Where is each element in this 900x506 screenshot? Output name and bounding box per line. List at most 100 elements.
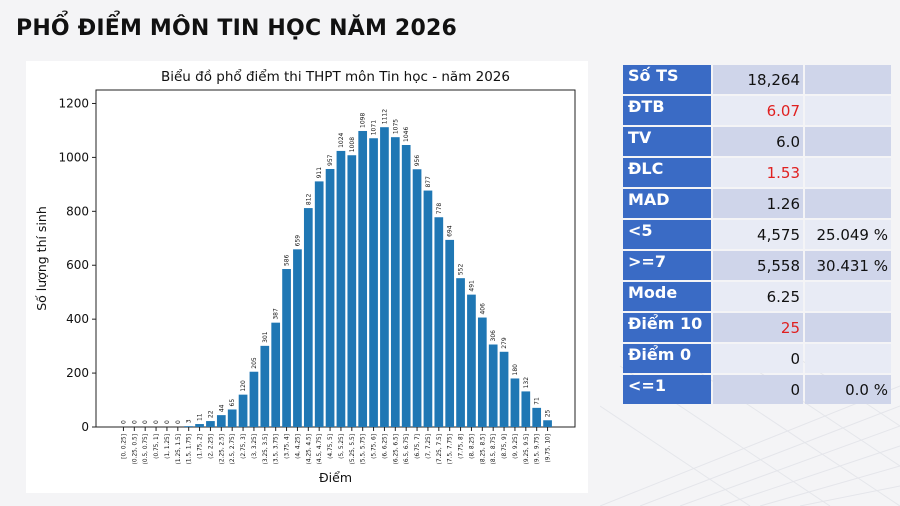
stats-table: Số TS 18,264 ĐTB 6.07 TV 6.0 ĐLC 1.53 MAD 1.26 <5 4… xyxy=(621,63,893,406)
stat-value: 4,575 xyxy=(713,220,803,249)
bar xyxy=(467,294,476,427)
stat-label: ĐTB xyxy=(623,96,711,125)
x-tick-label: (7.75, 8] xyxy=(459,434,465,459)
bar-value-label: 25 xyxy=(545,409,552,417)
x-tick-label: (2.5, 2.75] xyxy=(230,434,236,464)
bar-value-label: 44 xyxy=(218,404,225,412)
stat-percent: 30.431 % xyxy=(805,251,891,280)
stat-value: 1.53 xyxy=(713,158,803,187)
bar-value-label: 301 xyxy=(262,331,269,343)
y-axis-label: Số lượng thí sinh xyxy=(34,206,49,311)
bar xyxy=(238,394,248,427)
bar xyxy=(206,421,215,427)
bar xyxy=(532,407,542,427)
x-tick-label: (0.5, 0.75] xyxy=(143,434,149,464)
stat-value: 18,264 xyxy=(713,65,803,94)
bar-value-label: 3 xyxy=(186,419,193,423)
stat-percent xyxy=(805,127,891,156)
bar-value-label: 0 xyxy=(142,420,149,424)
bar xyxy=(216,415,226,427)
chart-title: Biểu đồ phổ điểm thi THPT môn Tin học - … xyxy=(161,68,510,85)
x-tick-label: (5.25, 5.5] xyxy=(350,434,356,464)
stats-row: ĐLC 1.53 xyxy=(623,158,891,187)
stats-row: MAD 1.26 xyxy=(623,189,891,218)
x-tick-label: (3.75, 4] xyxy=(285,434,291,459)
bar-value-label: 911 xyxy=(316,167,323,179)
background-pattern xyxy=(600,346,900,506)
bar xyxy=(434,217,444,427)
stat-percent xyxy=(805,65,891,94)
bar-value-label: 306 xyxy=(490,330,497,342)
bar xyxy=(456,278,465,427)
bar-value-label: 1098 xyxy=(360,113,367,128)
y-tick-label: 1200 xyxy=(58,96,89,110)
bar xyxy=(488,344,498,427)
x-tick-label: (7.25, 7.5] xyxy=(437,434,443,464)
x-tick-label: (7, 7.25] xyxy=(426,434,432,459)
x-axis-label: Điểm xyxy=(319,470,352,485)
bar xyxy=(390,137,400,427)
bar xyxy=(412,169,422,427)
bar xyxy=(314,181,324,427)
stats-row: <=1 0 0.0 % xyxy=(623,375,891,404)
x-tick-label: (0.75, 1] xyxy=(154,434,160,459)
stat-percent xyxy=(805,313,891,342)
x-tick-label: (9.5, 9.75] xyxy=(535,434,541,464)
bar-value-label: 1112 xyxy=(381,109,388,124)
bar xyxy=(543,420,552,427)
bar xyxy=(184,426,194,427)
y-tick-label: 600 xyxy=(66,258,89,272)
stat-percent xyxy=(805,96,891,125)
stat-label: <=1 xyxy=(623,375,711,404)
stat-label: <5 xyxy=(623,220,711,249)
bar-value-label: 11 xyxy=(197,413,204,421)
page-title: PHỔ ĐIỂM MÔN TIN HỌC NĂM 2026 xyxy=(16,16,457,41)
x-tick-label: (4.75, 5] xyxy=(328,434,334,459)
x-tick-label: (8.25, 8.5] xyxy=(480,434,486,464)
bar-value-label: 0 xyxy=(175,420,182,424)
bar-value-label: 957 xyxy=(327,154,334,166)
bar xyxy=(271,322,281,427)
stat-label: Điểm 0 xyxy=(623,344,711,373)
bar xyxy=(445,239,455,427)
stat-label: ĐLC xyxy=(623,158,711,187)
stats-row: Điểm 10 25 xyxy=(623,313,891,342)
bar xyxy=(510,378,520,427)
x-tick-label: (5.75, 6] xyxy=(372,434,378,459)
bar-value-label: 778 xyxy=(436,203,443,215)
x-tick-label: (6.25, 6.5] xyxy=(393,434,399,464)
bar xyxy=(293,249,302,427)
stat-label: Mode xyxy=(623,282,711,311)
x-tick-label: [0, 0.25] xyxy=(121,434,127,459)
bar-value-label: 956 xyxy=(414,155,421,167)
bar-value-label: 552 xyxy=(458,264,465,276)
x-tick-label: (4, 4.25] xyxy=(295,434,301,459)
x-tick-label: (1.25, 1.5] xyxy=(176,434,182,464)
bar xyxy=(336,150,346,427)
x-tick-label: (2, 2.25] xyxy=(208,434,214,459)
x-tick-label: (2.25, 2.5] xyxy=(219,434,225,464)
stat-value: 0 xyxy=(713,344,803,373)
bar xyxy=(369,138,378,427)
stat-value: 6.0 xyxy=(713,127,803,156)
bar xyxy=(260,345,270,427)
stats-row: TV 6.0 xyxy=(623,127,891,156)
x-tick-label: (1.75, 2] xyxy=(198,434,204,459)
bar xyxy=(325,168,335,427)
stats-row: Số TS 18,264 xyxy=(623,65,891,94)
bar-value-label: 586 xyxy=(284,254,291,266)
x-tick-label: (3.5, 3.75] xyxy=(274,434,280,464)
bar xyxy=(195,424,204,427)
bar-value-label: 0 xyxy=(153,420,160,424)
x-tick-label: (6.5, 6.75] xyxy=(404,434,410,464)
y-tick-label: 400 xyxy=(66,312,89,326)
bar-value-label: 0 xyxy=(131,420,138,424)
x-tick-label: (3, 3.25] xyxy=(252,434,258,459)
x-tick-label: (1.5, 1.75] xyxy=(187,434,193,464)
y-tick-label: 0 xyxy=(81,420,89,434)
stat-value: 0 xyxy=(713,375,803,404)
x-tick-label: (6.75, 7] xyxy=(415,434,421,459)
bar xyxy=(380,127,389,427)
x-tick-label: (8.75, 9] xyxy=(502,434,508,459)
bar-value-label: 812 xyxy=(305,193,312,205)
